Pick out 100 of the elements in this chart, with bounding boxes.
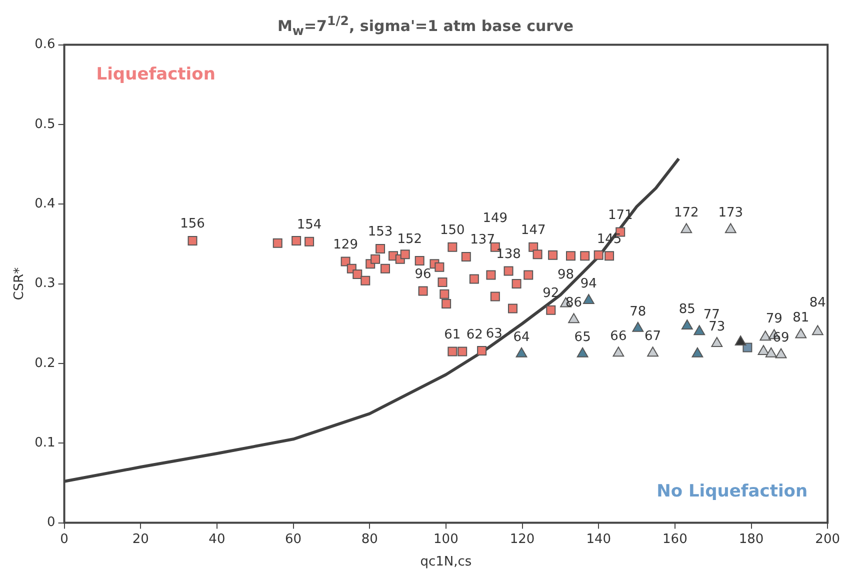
y-tick-label: 0.2: [34, 356, 56, 371]
point: [370, 254, 380, 264]
point: [477, 346, 487, 356]
point: [765, 347, 777, 358]
annotation: 94: [580, 276, 597, 292]
point: [512, 279, 522, 289]
x-tick-label: 120: [510, 532, 535, 547]
point: [360, 276, 370, 286]
point: [504, 266, 514, 276]
annotation: 69: [772, 330, 790, 346]
annotation: 156: [180, 216, 205, 232]
point: [461, 252, 471, 262]
point: [418, 286, 428, 296]
x-tick-label: 20: [132, 532, 149, 547]
y-tick-label: 0.3: [34, 276, 56, 292]
point: [442, 298, 452, 308]
x-tick-label: 140: [586, 532, 612, 547]
annotation: Liquefaction: [96, 64, 216, 85]
point: [568, 313, 580, 324]
y-tick-label: 0: [46, 515, 56, 530]
y-axis-title: CSR*: [12, 266, 28, 300]
point: [594, 250, 604, 260]
annotation: No Liquefaction: [656, 482, 808, 502]
point: [486, 270, 496, 280]
annotation: 149: [482, 211, 508, 226]
annotation: 85: [678, 302, 696, 317]
point: [434, 262, 444, 272]
annotation: 98: [558, 268, 574, 283]
x-tick-label: 40: [208, 532, 226, 547]
point: [448, 346, 458, 356]
x-tick-label: 160: [662, 532, 688, 547]
point: [292, 236, 302, 246]
point: [566, 251, 576, 261]
point: [734, 335, 746, 346]
point: [438, 277, 448, 287]
annotation: 65: [574, 330, 591, 345]
annotation: 84: [809, 295, 826, 310]
point: [548, 250, 558, 260]
point: [516, 347, 528, 358]
point: [711, 337, 723, 348]
annotation: 154: [296, 217, 322, 232]
x-tick-label: 80: [361, 532, 378, 547]
point: [524, 270, 534, 280]
annotation: 66: [610, 328, 627, 344]
point: [414, 256, 424, 266]
point: [576, 347, 588, 358]
point: [758, 345, 770, 356]
point: [632, 322, 644, 332]
point: [400, 250, 410, 260]
annotation: 81: [792, 310, 810, 326]
annotation: 150: [440, 223, 465, 238]
x-axis-title: qc1N,cs: [420, 554, 472, 570]
x-tick-label: 100: [434, 532, 458, 547]
annotation: 138: [496, 246, 521, 262]
point: [681, 320, 693, 330]
point: [352, 270, 362, 279]
point: [188, 236, 198, 246]
point: [582, 294, 594, 304]
annotation: 62: [466, 327, 483, 342]
y-tick-label: 0.4: [34, 196, 56, 212]
point: [508, 304, 518, 314]
point: [742, 342, 752, 352]
annotation: 78: [630, 304, 646, 320]
annotation: 92: [542, 286, 560, 301]
point: [760, 330, 772, 341]
point: [647, 346, 658, 357]
point: [775, 348, 787, 358]
x-tick-label: 0: [60, 532, 68, 547]
point: [304, 236, 314, 246]
point: [546, 305, 556, 315]
point: [380, 264, 390, 274]
point: [440, 289, 450, 299]
point: [490, 292, 500, 302]
y-tick-label: 0.1: [34, 436, 56, 451]
annotation: 137: [470, 232, 495, 248]
point: [580, 251, 590, 261]
annotation: 129: [333, 237, 358, 252]
x-tick-label: 200: [815, 532, 840, 547]
point: [612, 346, 624, 357]
annotation: 79: [766, 311, 782, 326]
point: [692, 347, 704, 358]
point: [469, 274, 479, 284]
y-tick-label: 0.6: [34, 37, 56, 52]
annotation: 67: [644, 328, 662, 344]
chart-title: M$_{w}$=7$^{1/2}$, sigma'=1 atm base curve: [276, 12, 575, 38]
point: [376, 244, 386, 254]
annotation: 147: [520, 223, 546, 238]
x-tick-label: 60: [284, 532, 302, 547]
point: [532, 250, 542, 260]
point: [448, 242, 458, 252]
point: [694, 325, 706, 336]
point: [604, 251, 614, 261]
annotation: 63: [486, 326, 502, 342]
y-tick-label: 0.5: [34, 116, 56, 132]
point: [795, 328, 807, 338]
point: [458, 346, 468, 356]
annotation: 153: [368, 224, 393, 240]
annotation: 172: [674, 206, 699, 220]
point: [812, 325, 824, 336]
annotation: 61: [444, 327, 461, 342]
